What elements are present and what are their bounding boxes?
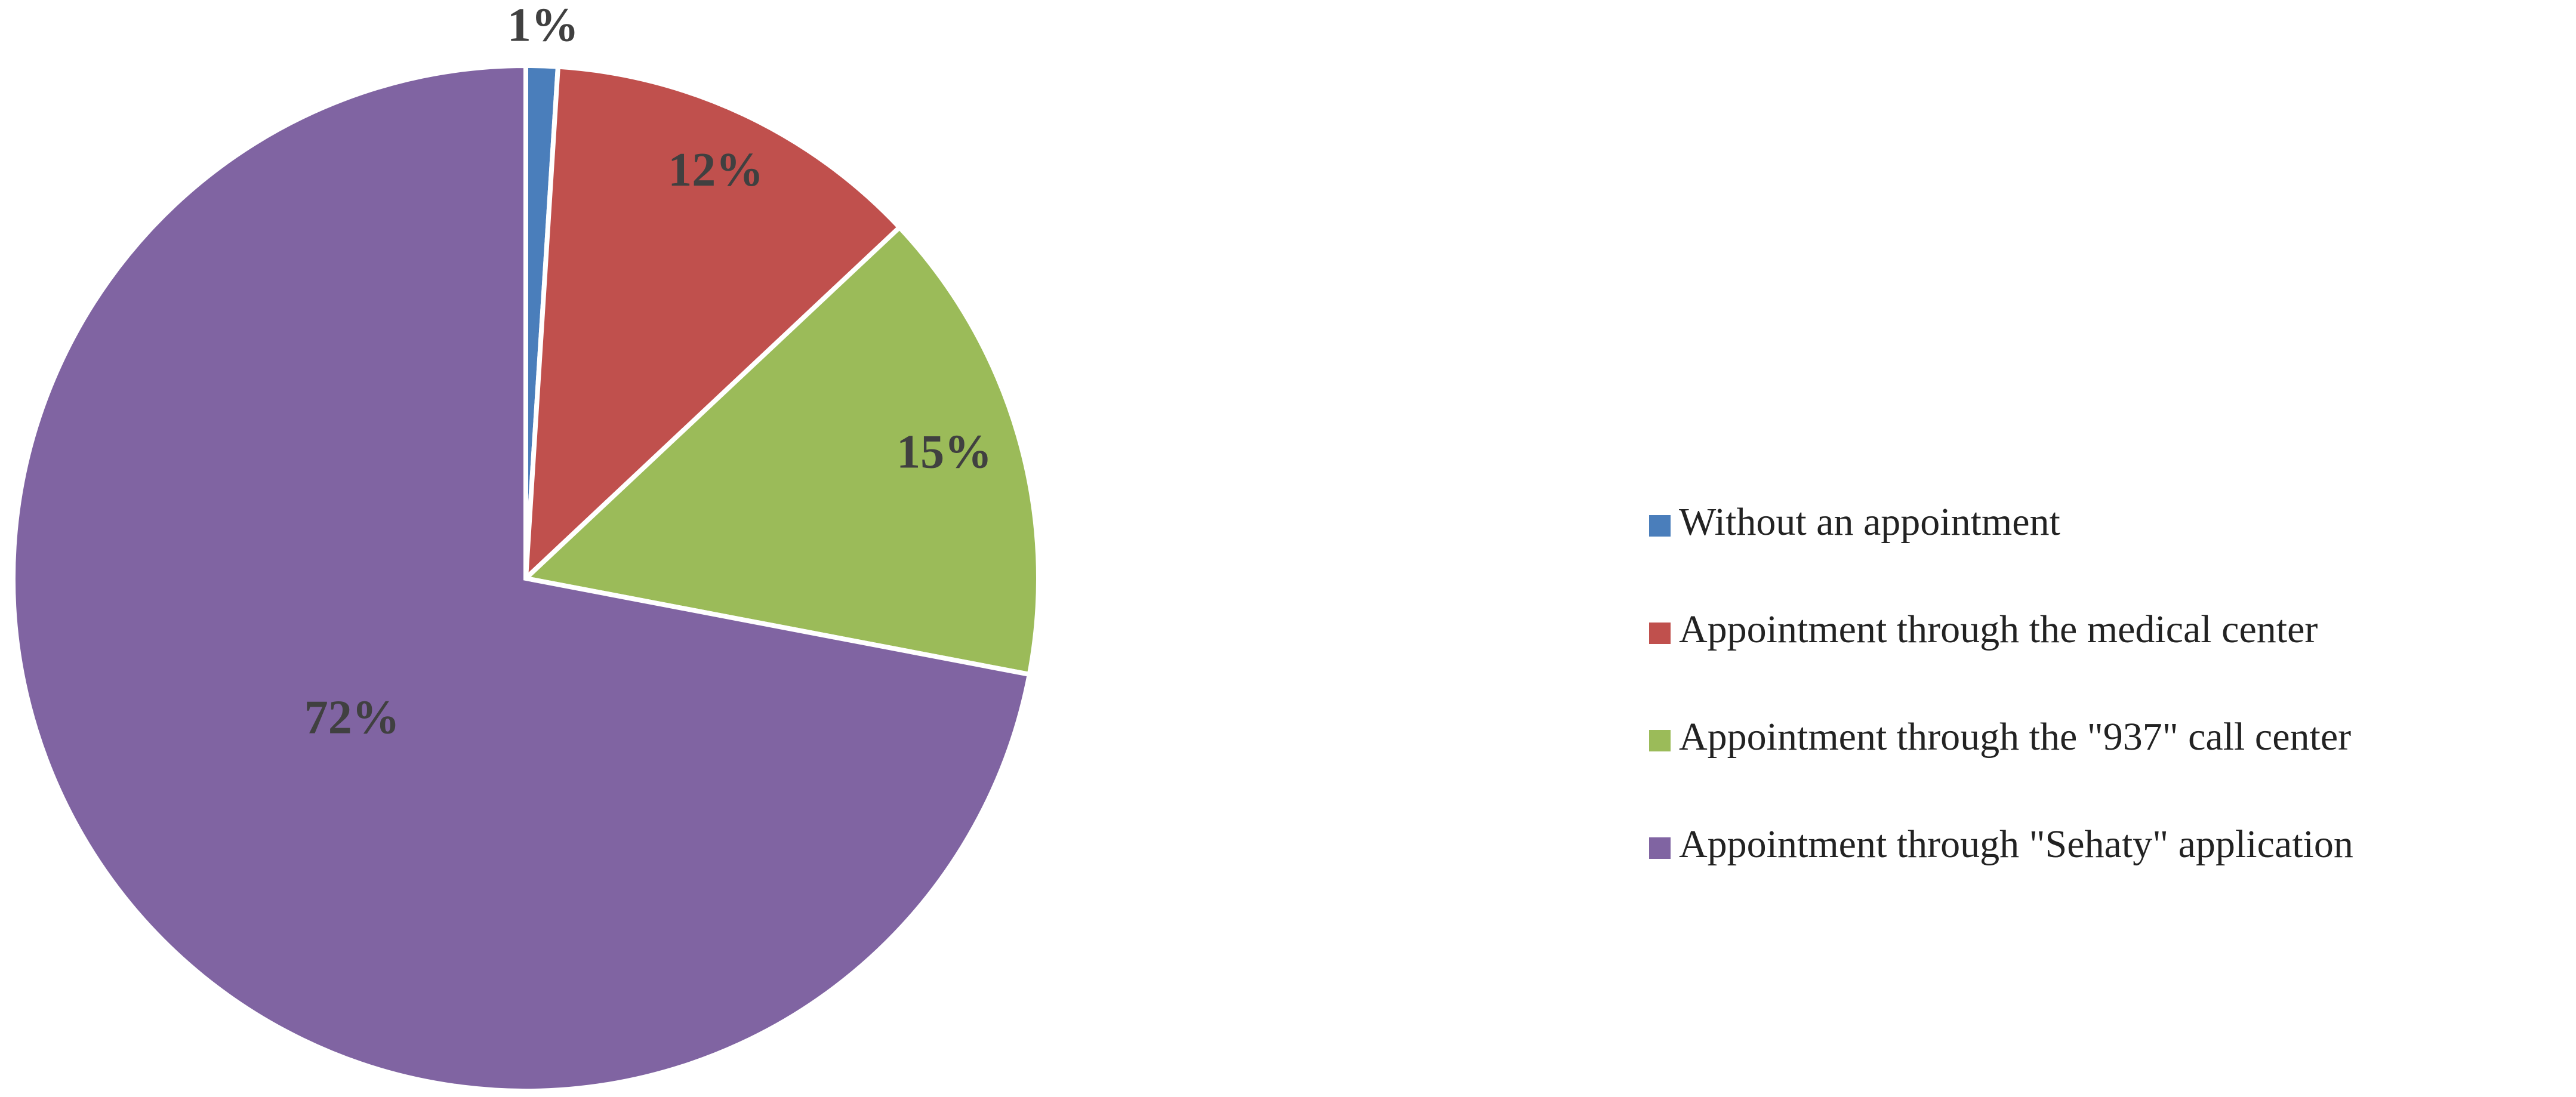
pie-slice: [523, 64, 903, 584]
data-label: 15%: [896, 426, 992, 479]
legend-swatch: [1649, 730, 1671, 751]
data-label: 72%: [304, 691, 400, 744]
legend-label: Appointment through "Sehaty" application: [1679, 822, 2353, 866]
legend-label: Appointment through the "937" call cente…: [1679, 715, 2351, 759]
legend-swatch: [1649, 623, 1671, 644]
pie-slice: [11, 63, 1033, 1093]
legend-label: Without an appointment: [1679, 500, 2060, 544]
data-label: 1%: [507, 0, 579, 52]
data-label: 12%: [668, 144, 763, 196]
legend-swatch: [1649, 515, 1671, 537]
legend-swatch: [1649, 837, 1671, 859]
legend-label: Appointment through the medical center: [1679, 608, 2318, 651]
pie-slice: [520, 224, 1041, 677]
